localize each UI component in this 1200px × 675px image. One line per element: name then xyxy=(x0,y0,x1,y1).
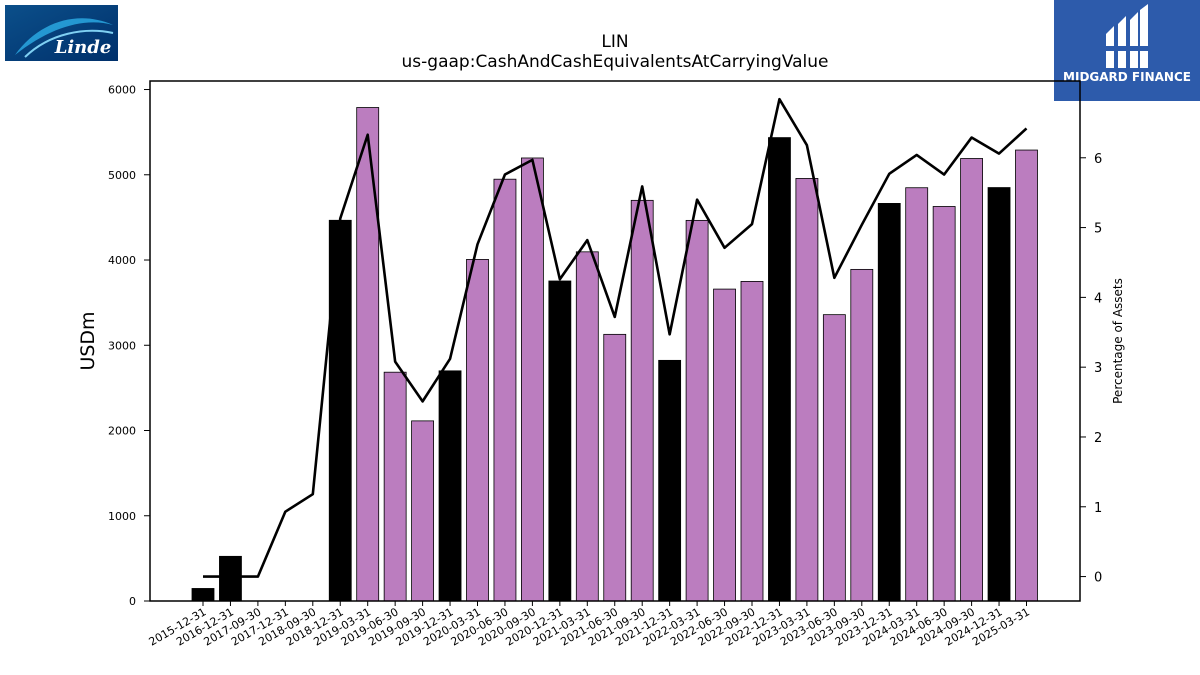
y-axis-right: 0 1 2 3 4 5 6 xyxy=(1080,152,1102,586)
bar-2024-12-31 xyxy=(987,187,1011,602)
chart-title: LIN xyxy=(601,32,629,52)
y-axis-left: 0 1000 2000 3000 4000 5000 6000 xyxy=(108,84,150,608)
bar-2020-06-30 xyxy=(493,178,517,602)
y-tick-label: 1000 xyxy=(108,510,136,523)
bar-2023-12-31 xyxy=(877,203,901,602)
y-tick-label: 5000 xyxy=(108,169,136,182)
bar-2024-09-30 xyxy=(960,158,983,602)
y-tick-label: 6000 xyxy=(108,84,136,97)
bar-2023-09-30 xyxy=(850,268,874,602)
bar-2025-03-31 xyxy=(1015,149,1038,602)
y2-tick-label: 6 xyxy=(1094,152,1102,167)
y-tick-label: 3000 xyxy=(108,339,136,352)
y-tick-label: 2000 xyxy=(108,425,136,438)
linde-logo-text: Linde xyxy=(54,37,112,58)
bar-2020-03-31 xyxy=(466,259,489,602)
bar-2022-03-31 xyxy=(685,219,709,602)
y2-tick-label: 0 xyxy=(1094,571,1102,586)
bars xyxy=(191,107,1038,602)
y2-tick-label: 4 xyxy=(1094,291,1102,306)
bar-2019-09-30 xyxy=(411,420,435,602)
bar-2024-03-31 xyxy=(905,187,929,602)
bar-2018-12-31 xyxy=(328,219,352,602)
y2-tick-label: 2 xyxy=(1094,431,1102,446)
midgard-finance-logo: MIDGARD FINANCE xyxy=(1054,0,1200,101)
y2-axis-label: Percentage of Assets xyxy=(1111,278,1125,404)
bar-2024-06-30 xyxy=(932,206,956,602)
linde-logo: Linde xyxy=(5,5,118,61)
percentage-line xyxy=(203,97,1028,578)
bar-2015-12-31 xyxy=(191,588,215,602)
x-axis: 2015-12-312016-12-312017-09-302017-12-31… xyxy=(147,601,1032,649)
bar-2022-09-30 xyxy=(740,281,764,602)
y-axis-label: USDm xyxy=(77,311,99,370)
bar-2021-06-30 xyxy=(603,333,627,602)
chart-subtitle: us-gaap:CashAndCashEquivalentsAtCarrying… xyxy=(401,52,829,72)
y2-tick-label: 1 xyxy=(1094,501,1102,516)
midgard-logo-text: MIDGARD FINANCE xyxy=(1063,70,1191,84)
y-tick-label: 0 xyxy=(129,595,136,608)
midgard-mark-icon xyxy=(1106,4,1148,68)
bar-2019-03-31 xyxy=(356,107,380,602)
bar-2019-06-30 xyxy=(383,371,407,602)
bar-2016-12-31 xyxy=(219,555,242,602)
bar-2020-12-31 xyxy=(548,280,572,602)
bar-2019-12-31 xyxy=(438,370,462,602)
line-layer xyxy=(203,97,1028,578)
bar-2023-06-30 xyxy=(822,314,846,602)
bar-2021-12-31 xyxy=(658,359,682,602)
bar-2020-09-30 xyxy=(521,157,544,602)
y2-tick-label: 3 xyxy=(1094,361,1102,376)
y-tick-label: 4000 xyxy=(108,254,136,267)
y2-tick-label: 5 xyxy=(1094,222,1102,237)
bar-2021-09-30 xyxy=(630,199,654,602)
bar-2022-06-30 xyxy=(713,288,736,602)
bar-2021-03-31 xyxy=(575,251,599,602)
bar-2023-03-31 xyxy=(795,178,819,602)
bar-2022-12-31 xyxy=(768,137,791,602)
